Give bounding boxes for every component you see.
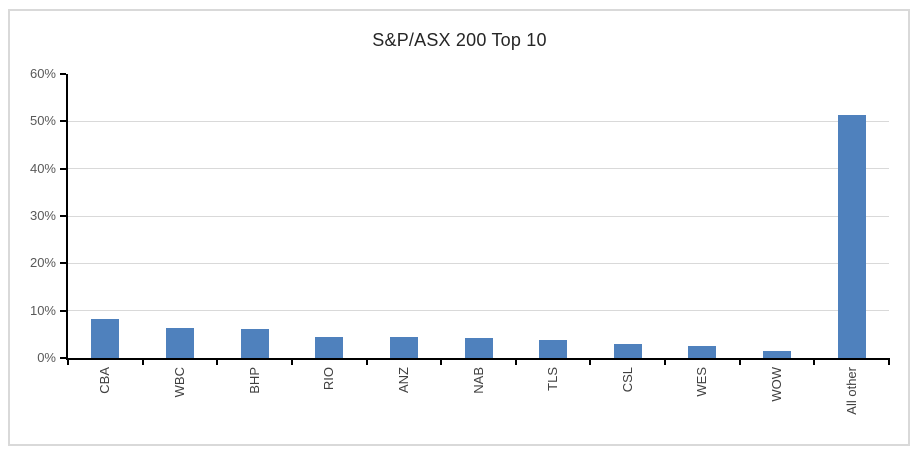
y-axis-tick-60pct — [60, 73, 66, 75]
bar-All-other — [837, 114, 866, 358]
y-axis-tick-label-60pct: 60% — [29, 66, 56, 81]
y-axis-tick-0pct — [60, 357, 66, 359]
x-axis-tick-4 — [365, 358, 368, 365]
bar-RIO — [315, 336, 344, 358]
x-axis-tick-5 — [440, 358, 443, 365]
x-axis-tick-10 — [813, 358, 816, 365]
bar-BHP — [240, 328, 269, 358]
bar-NAB — [464, 338, 493, 358]
gridline-40pct — [68, 168, 889, 170]
y-axis-tick-label-40pct: 40% — [29, 160, 56, 176]
bar-WES — [688, 346, 717, 358]
y-axis-tick-40pct — [60, 167, 66, 170]
x-axis-tick-8 — [664, 358, 667, 365]
bar-WOW — [763, 351, 792, 358]
x-axis-tick-7 — [589, 358, 592, 365]
x-axis-category-label-ANZ: ANZ — [395, 367, 411, 393]
x-axis-tick-11 — [888, 358, 890, 365]
x-axis-category-label-WES: WES — [694, 367, 710, 397]
x-axis-line — [66, 358, 890, 360]
chart-frame — [8, 9, 910, 446]
gridline-50pct — [68, 120, 889, 122]
gridline-20pct — [68, 262, 889, 264]
x-axis-tick-2 — [216, 358, 219, 365]
bar-TLS — [539, 339, 568, 358]
x-axis-tick-0 — [67, 358, 69, 365]
y-axis-tick-30pct — [60, 215, 66, 217]
bar-ANZ — [389, 337, 418, 358]
y-axis-tick-label-30pct: 30% — [29, 208, 56, 223]
y-axis-tick-50pct — [60, 120, 66, 123]
x-axis-tick-6 — [514, 358, 517, 365]
x-axis-category-label-CSL: CSL — [619, 367, 635, 393]
x-axis-category-label-BHP: BHP — [246, 367, 262, 394]
bar-CSL — [613, 343, 642, 358]
chart-title: S&P/ASX 200 Top 10 — [372, 30, 547, 50]
y-axis-tick-10pct — [60, 309, 66, 312]
bar-WBC — [165, 327, 194, 358]
y-axis-tick-label-20pct: 20% — [29, 255, 56, 271]
bar-CBA — [91, 319, 120, 358]
x-axis-tick-9 — [738, 358, 741, 365]
x-axis-tick-1 — [141, 358, 144, 365]
gridline-10pct — [68, 310, 889, 312]
x-axis-category-label-All-other: All other — [843, 367, 859, 415]
y-axis-tick-label-50pct: 50% — [29, 113, 56, 129]
x-axis-category-label-TLS: TLS — [545, 367, 561, 391]
x-axis-category-label-WBC: WBC — [171, 367, 187, 398]
x-axis-tick-3 — [290, 358, 293, 365]
y-axis-line — [66, 74, 68, 360]
y-axis-tick-label-10pct: 10% — [29, 302, 56, 318]
y-axis-tick-label-0pct: 0% — [37, 350, 56, 365]
x-axis-category-label-RIO: RIO — [321, 367, 337, 391]
gridline-30pct — [68, 215, 889, 217]
x-axis-category-label-CBA: CBA — [97, 367, 113, 394]
x-axis-category-label-WOW: WOW — [769, 367, 785, 402]
x-axis-category-label-NAB: NAB — [470, 367, 486, 394]
y-axis-tick-20pct — [60, 262, 66, 265]
